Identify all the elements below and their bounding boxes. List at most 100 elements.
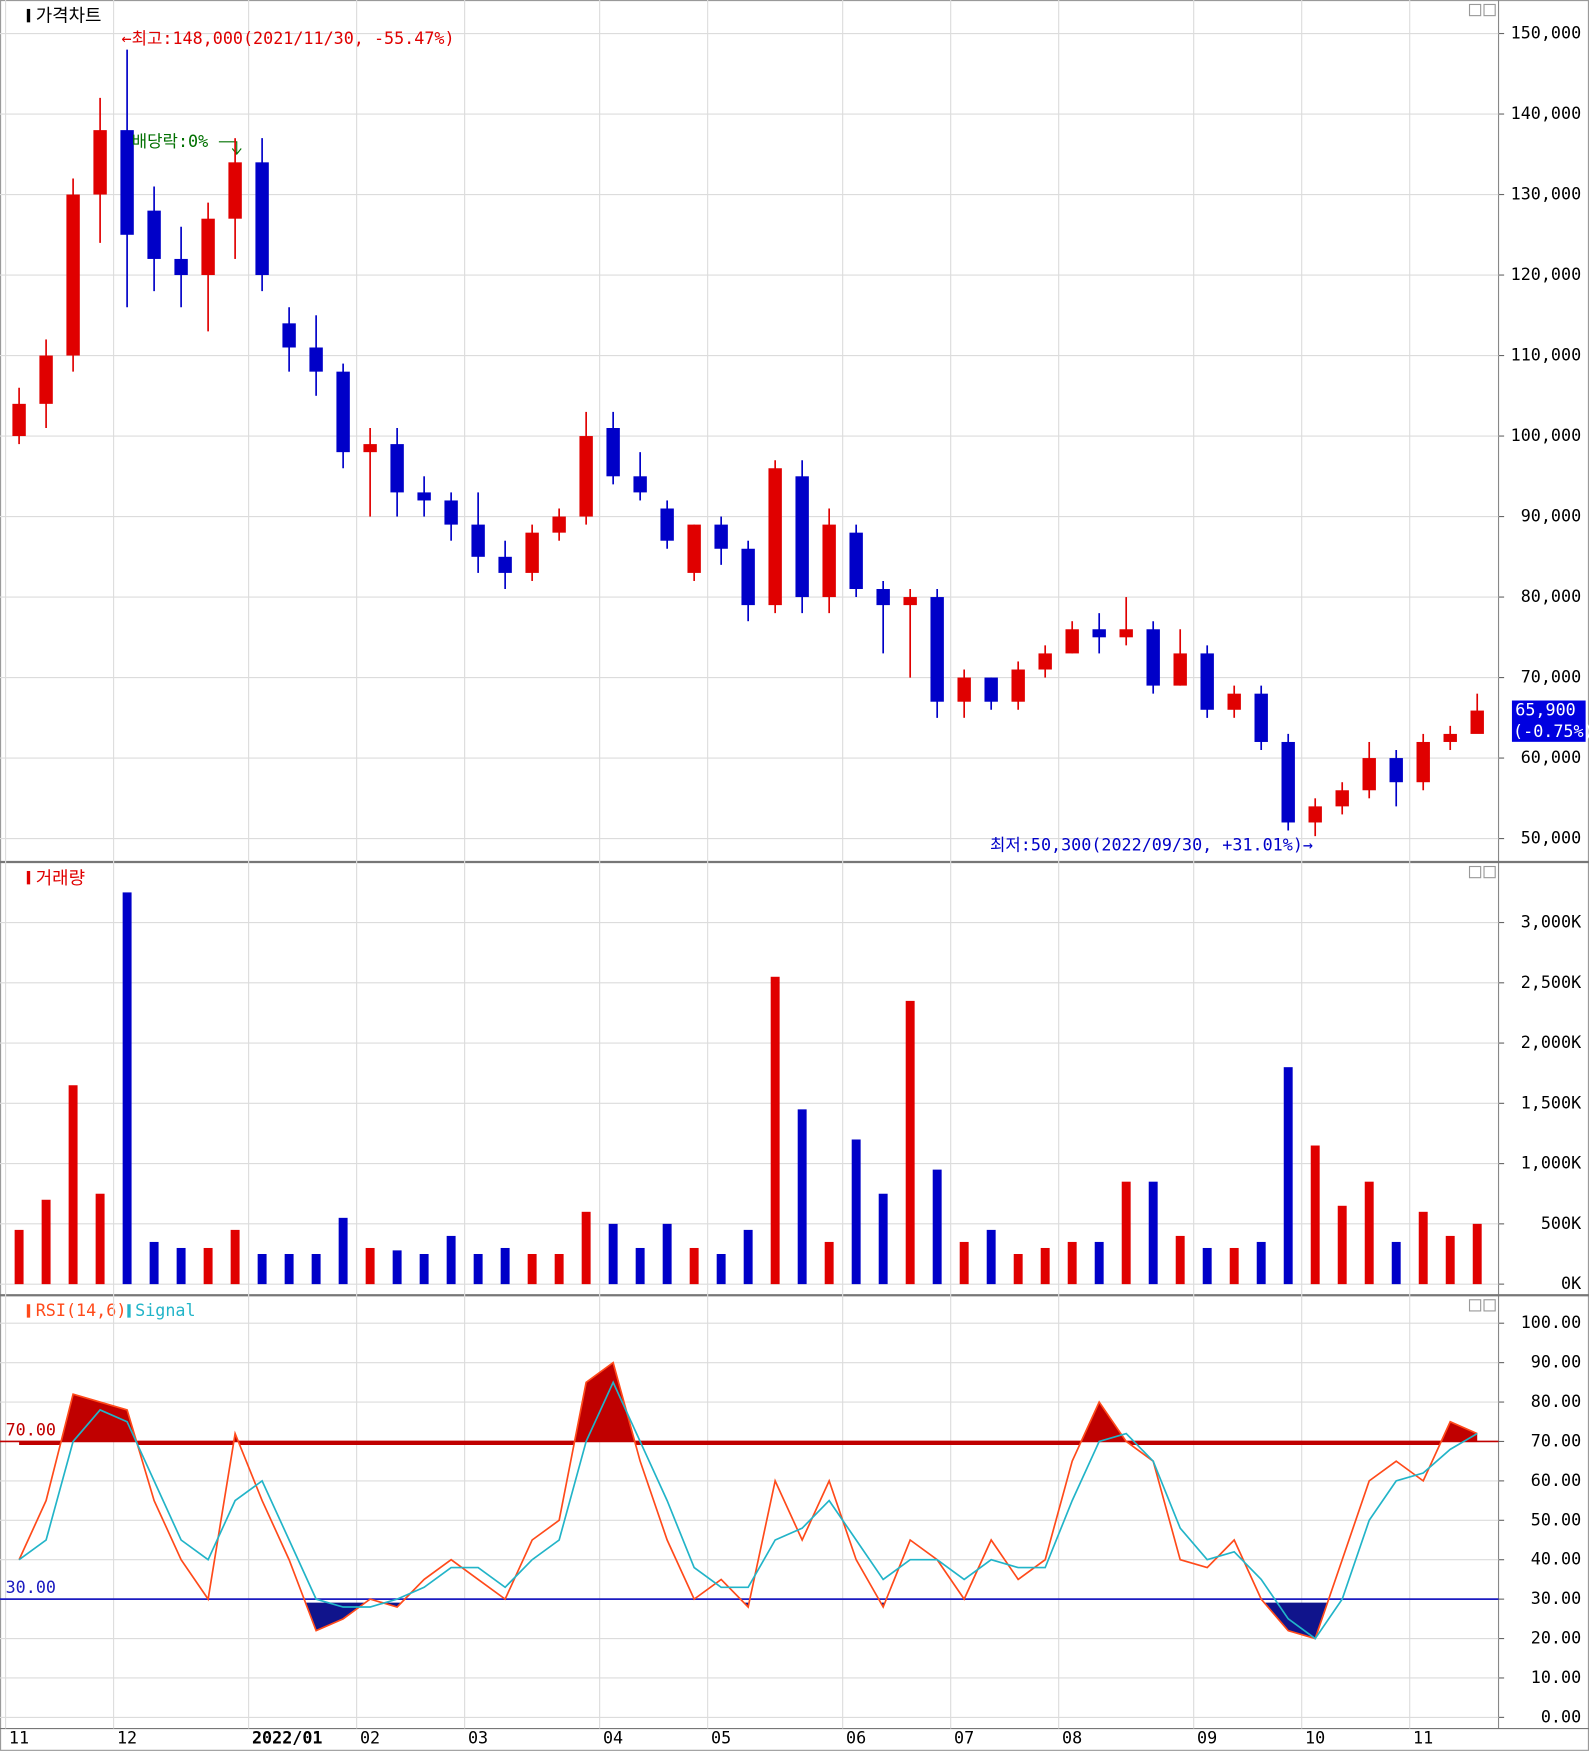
level-label: 70.00: [6, 1419, 56, 1439]
y-tick-label: 2,000K: [1521, 1032, 1582, 1052]
volume-bar: [1256, 1241, 1266, 1285]
candle-body: [1362, 758, 1376, 791]
candle-body: [201, 218, 215, 276]
x-tick-label: 07: [954, 1728, 974, 1748]
volume-bar: [446, 1235, 456, 1285]
minimize-button[interactable]: [1468, 3, 1482, 17]
candle-body: [822, 524, 836, 598]
volume-bar: [1472, 1223, 1482, 1285]
volume-bar: [986, 1229, 996, 1285]
candle-body: [390, 444, 404, 493]
y-tick-label: 50.00: [1531, 1509, 1581, 1529]
candle-body: [471, 524, 485, 557]
y-tick-label: 20.00: [1531, 1628, 1581, 1648]
candle-body: [552, 516, 566, 533]
close-button[interactable]: [1483, 3, 1496, 17]
volume-bar: [608, 1223, 618, 1285]
candle-body: [768, 468, 782, 606]
candle-body: [1146, 629, 1160, 686]
candle-body: [1227, 693, 1241, 710]
volume-bar: [203, 1247, 213, 1285]
volume-bar: [1067, 1241, 1077, 1285]
volume-bar: [716, 1253, 726, 1285]
volume-bar: [851, 1139, 861, 1285]
dividend-arrow: [218, 141, 242, 155]
volume-bar: [95, 1193, 105, 1285]
volume-bar: [14, 1229, 24, 1285]
x-tick-label: 11: [1413, 1728, 1433, 1748]
candle-body: [849, 532, 863, 590]
candle-body: [930, 597, 944, 702]
y-tick-label: 130,000: [1511, 184, 1582, 204]
x-tick-label: 08: [1062, 1728, 1082, 1748]
volume-bar: [635, 1247, 645, 1285]
volume-bar: [1202, 1247, 1212, 1285]
oversold-fill: [305, 1602, 1328, 1639]
overbought-fill: [19, 1362, 1478, 1446]
candle-body: [1416, 741, 1430, 783]
candle-body: [687, 524, 701, 573]
candle-body: [255, 162, 269, 276]
volume-bar: [68, 1085, 78, 1285]
candle-body: [741, 548, 755, 606]
candle-body: [606, 428, 620, 477]
y-tick-label: 60.00: [1531, 1470, 1581, 1490]
volume-bar: [770, 976, 780, 1285]
y-tick-label: 80,000: [1521, 586, 1581, 606]
dividend-annotation: 배당락:0%: [132, 131, 208, 151]
volume-bar: [257, 1253, 267, 1285]
title-icon: [26, 870, 31, 885]
y-tick-label: 150,000: [1511, 23, 1582, 43]
candle-body: [1092, 629, 1106, 638]
volume-bar: [1040, 1247, 1050, 1285]
volume-bar: [338, 1217, 348, 1285]
last-price-box: [1511, 700, 1586, 742]
y-tick-label: 100,000: [1511, 425, 1582, 445]
candle-body: [417, 492, 431, 501]
volume-bar: [419, 1253, 429, 1285]
close-button[interactable]: [1483, 1299, 1496, 1312]
x-tick-label: 11: [9, 1728, 29, 1748]
candle-body: [147, 210, 161, 259]
volume-bar: [743, 1229, 753, 1285]
x-tick-label: 12: [117, 1728, 137, 1748]
volume-bar: [824, 1241, 834, 1285]
y-tick-label: 10.00: [1531, 1667, 1581, 1687]
volume-bar: [1175, 1235, 1185, 1285]
volume-bar: [122, 892, 132, 1285]
high-annotation: ←최고:148,000(2021/11/30, -55.47%): [122, 28, 455, 48]
volume-bar: [473, 1253, 483, 1285]
volume-bar: [1310, 1145, 1320, 1285]
candle-body: [1200, 653, 1214, 710]
y-tick-label: 90.00: [1531, 1352, 1581, 1372]
minimize-button[interactable]: [1468, 865, 1482, 879]
y-tick-label: 70,000: [1521, 667, 1581, 687]
volume-bar: [284, 1253, 294, 1285]
indicator-line: [18, 1380, 1478, 1640]
volume-bar: [689, 1247, 699, 1285]
minimize-button[interactable]: [1468, 1299, 1482, 1312]
volume-bar: [1418, 1211, 1428, 1285]
volume-bar: [149, 1241, 159, 1285]
candle-body: [498, 556, 512, 573]
y-tick-label: 30.00: [1531, 1588, 1581, 1608]
close-button[interactable]: [1483, 865, 1496, 879]
volume-bar: [1094, 1241, 1104, 1285]
candle-body: [309, 347, 323, 372]
volume-bar: [1013, 1253, 1023, 1285]
volume-bar: [1229, 1247, 1239, 1285]
candle-body: [1038, 653, 1052, 670]
x-tick-label: 04: [603, 1728, 623, 1748]
y-tick-label: 0K: [1561, 1273, 1582, 1293]
y-tick-label: 100.00: [1521, 1312, 1581, 1332]
volume-bar: [932, 1169, 942, 1285]
candle-body: [1308, 806, 1322, 823]
volume-bar: [905, 1000, 915, 1285]
volume-bar: [527, 1253, 537, 1285]
candle-body: [1011, 669, 1025, 702]
candle-body: [1281, 741, 1295, 823]
candle-body: [120, 130, 134, 235]
candle-body: [1119, 629, 1133, 638]
